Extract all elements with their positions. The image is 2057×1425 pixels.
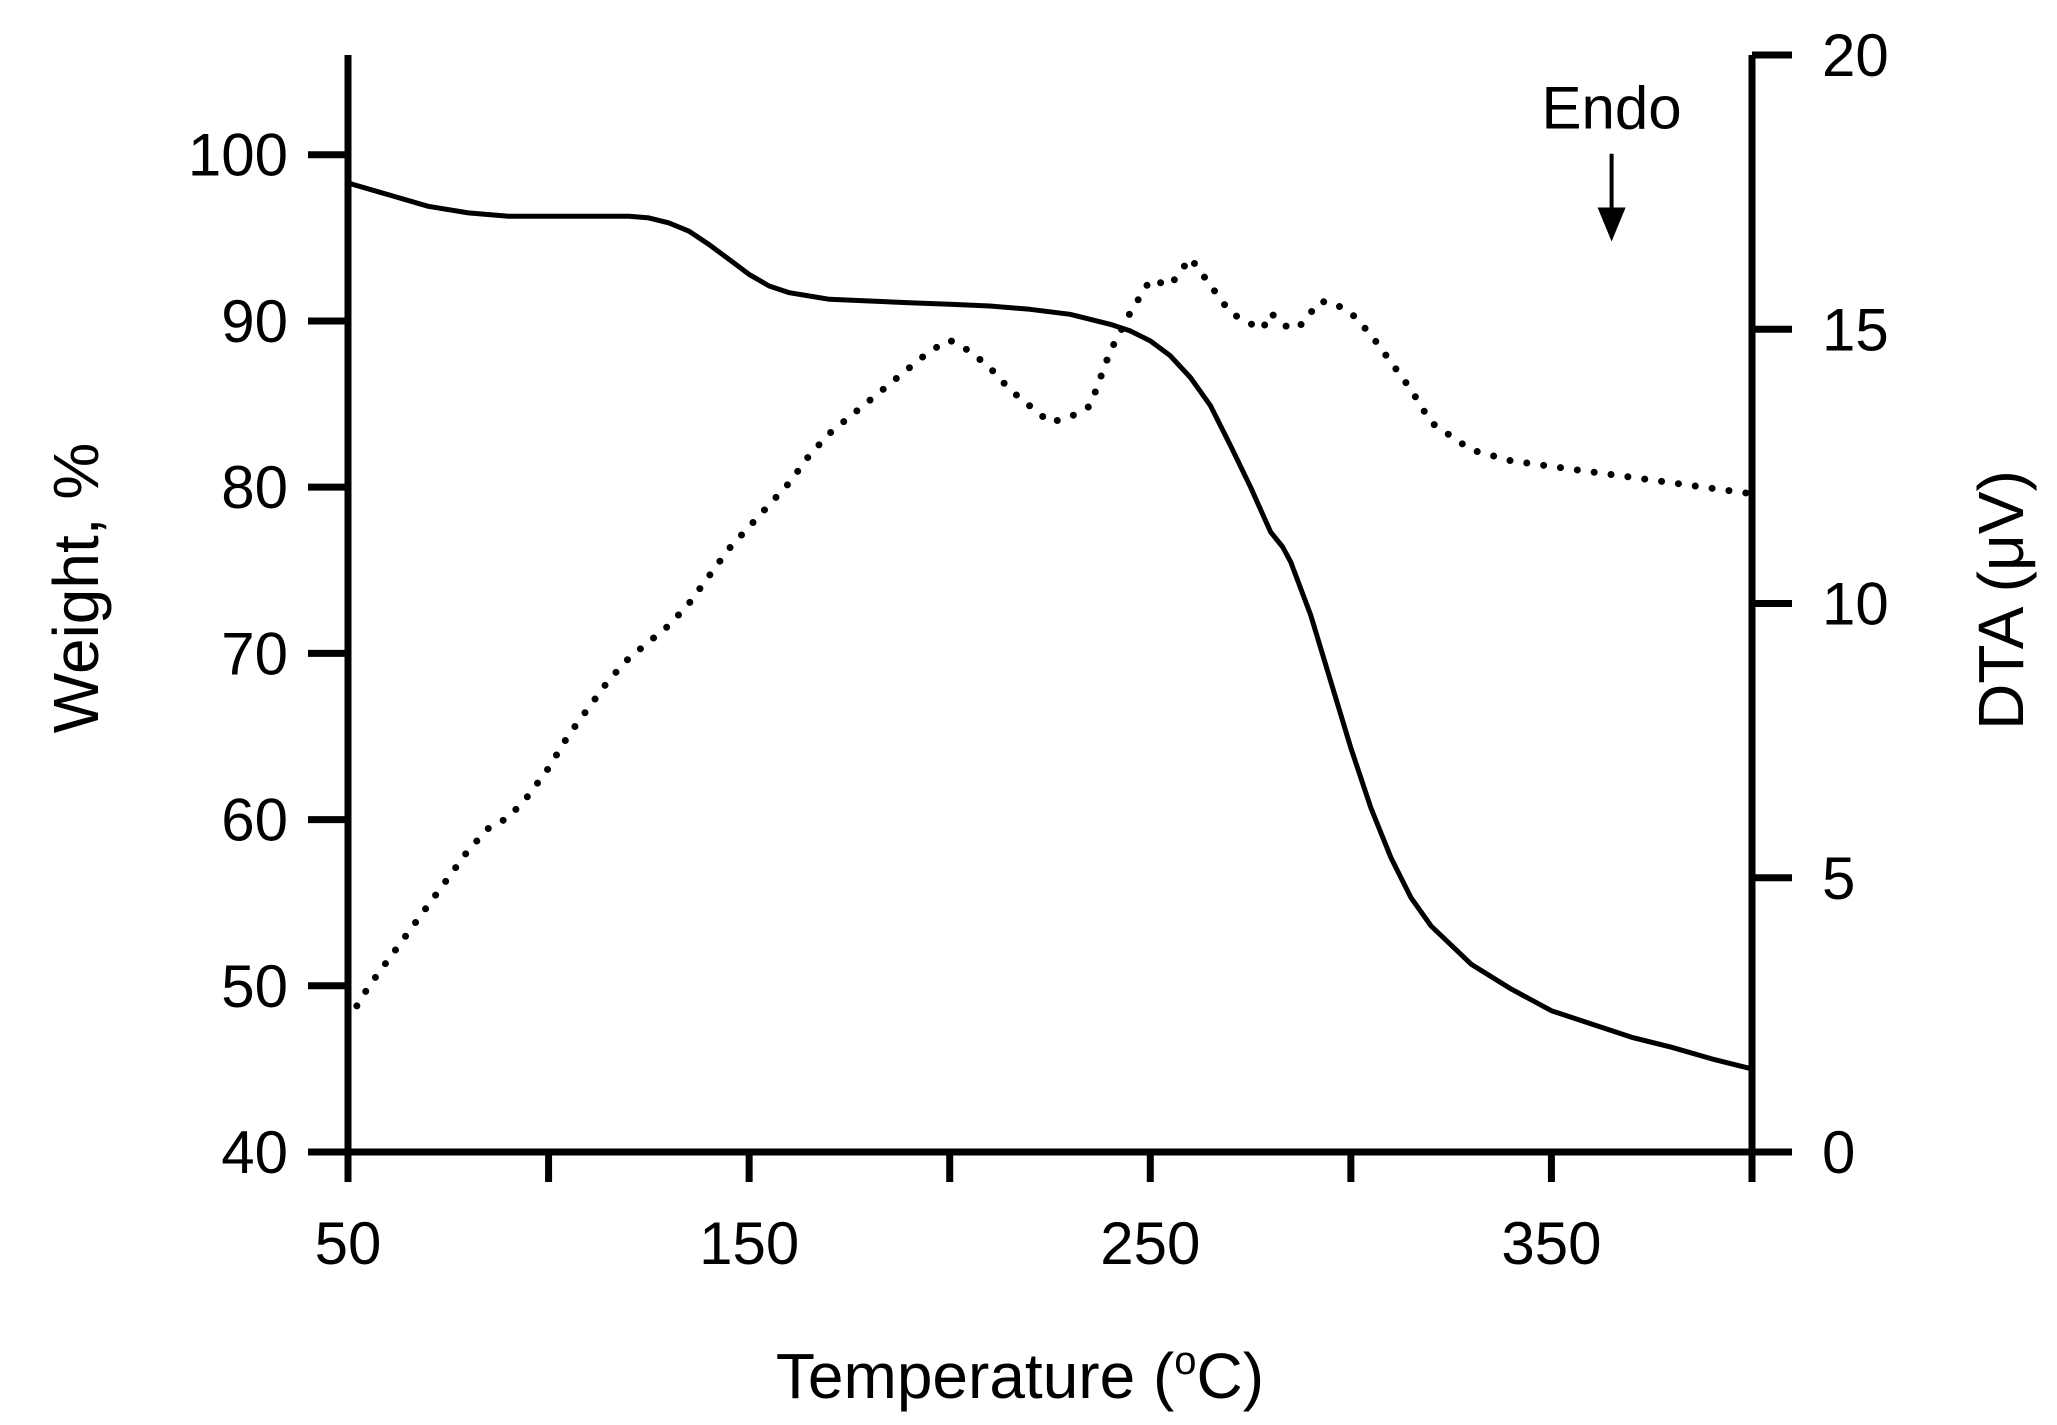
y-tick-label: 70 [221,620,288,687]
y-tick-label: 60 [221,787,288,854]
endo-annotation: Endo [1542,75,1682,242]
y2-tick-label: 5 [1822,845,1855,912]
y-tick-label: 50 [221,953,288,1020]
y2-tick-label: 20 [1822,22,1889,89]
y2-tick-label: 10 [1822,571,1889,638]
endo-label: Endo [1542,75,1682,142]
y2-tick-label: 15 [1822,296,1889,363]
weight-series-line [347,180,1753,1072]
axes [344,55,1756,1156]
x-axis-ticks: 50 150 250 350 [315,1152,1756,1277]
x-tick-label: 250 [1100,1210,1200,1277]
y-tick-label: 90 [221,288,288,355]
endo-arrow-head [1597,207,1626,242]
y-tick-label: 100 [188,122,288,189]
right-y-axis-ticks: 0 5 10 15 20 [1752,22,1889,1186]
x-tick-label: 350 [1501,1210,1601,1277]
series-layer [344,180,1756,1072]
right-y-axis-title: DTA (μV) [1965,470,2037,730]
left-y-axis-title: Weight, % [40,443,112,734]
x-axis-title: Temperature (oC) [776,1339,1264,1412]
dta-series-line [344,254,1756,1024]
y2-tick-label: 0 [1822,1119,1855,1186]
left-y-axis-ticks: 40 50 60 70 80 90 100 [188,122,348,1186]
x-tick-label: 150 [699,1210,799,1277]
y-tick-label: 40 [221,1119,288,1186]
y-tick-label: 80 [221,454,288,521]
x-tick-label: 50 [315,1210,382,1277]
